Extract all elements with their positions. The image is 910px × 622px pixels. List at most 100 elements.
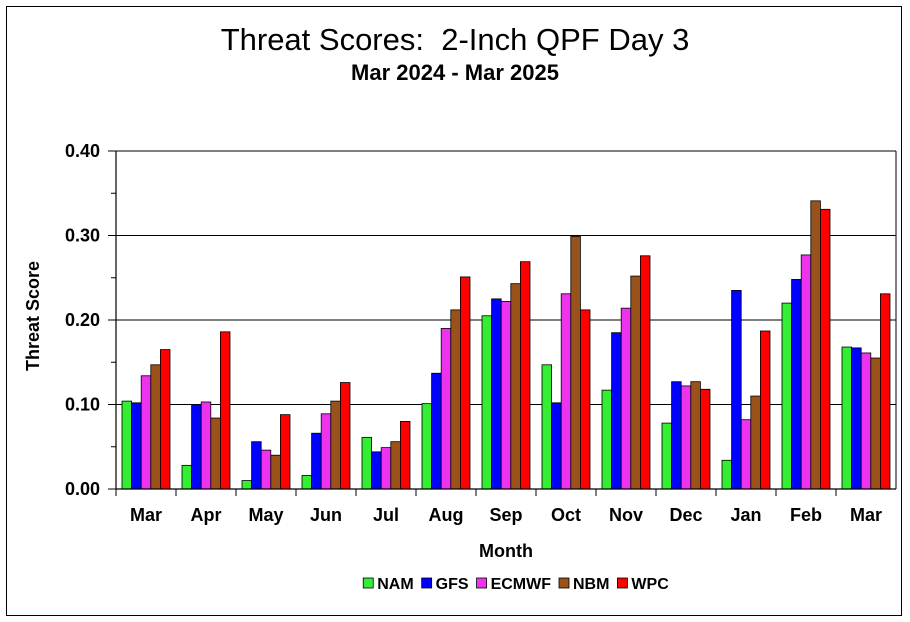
legend: NAM GFS ECMWF NBM WPC — [362, 576, 669, 593]
x-tick-label: Jun — [310, 505, 342, 525]
bar-nam — [241, 480, 253, 490]
x-tick-label: Mar — [850, 505, 882, 525]
bar-nbm — [870, 357, 881, 490]
x-tick-label: Mar — [130, 505, 162, 525]
bar-gfs — [731, 290, 742, 490]
legend-label: NBM — [573, 576, 609, 593]
legend-label: WPC — [631, 576, 669, 593]
bar-nbm — [390, 441, 401, 490]
bar-ecmwf — [620, 307, 632, 490]
bar-wpc — [279, 414, 291, 490]
bar-gfs — [551, 402, 562, 490]
bar-nam — [181, 464, 193, 490]
bar-nam — [601, 389, 613, 490]
bar-nbm — [270, 454, 281, 490]
bar-nbm — [810, 200, 821, 490]
x-tick-label: Jan — [730, 505, 761, 525]
bar-nam — [361, 437, 373, 490]
bar-ecmwf — [740, 419, 752, 490]
y-tick-label: 0.00 — [65, 479, 100, 499]
bar-nam — [121, 400, 133, 490]
y-tick-label: 0.10 — [65, 395, 100, 415]
bar-ecmwf — [140, 375, 152, 490]
bar-ecmwf — [440, 328, 452, 490]
legend-swatch-nbm — [558, 577, 570, 589]
x-tick-label: Sep — [489, 505, 522, 525]
bar-nam — [301, 475, 313, 490]
bar-gfs — [131, 402, 142, 490]
bar-ecmwf — [200, 401, 212, 490]
bar-gfs — [311, 432, 322, 490]
bar-nam — [781, 302, 793, 490]
bar-nbm — [150, 364, 161, 490]
bar-gfs — [851, 347, 862, 490]
bar-nbm — [630, 275, 641, 490]
chart-title: Threat Scores: 2-Inch QPF Day 3 — [220, 22, 690, 57]
bar-wpc — [580, 309, 591, 490]
bar-gfs — [671, 381, 682, 490]
y-tick-label: 0.30 — [65, 226, 100, 246]
legend-label: GFS — [436, 576, 469, 593]
bar-wpc — [520, 261, 531, 490]
bar-nam — [421, 403, 433, 490]
bar-nbm — [750, 395, 761, 490]
bar-wpc — [459, 276, 471, 490]
bars — [121, 200, 891, 490]
bar-ecmwf — [320, 413, 332, 490]
x-tick-label: Aug — [429, 505, 464, 525]
bar-nbm — [510, 283, 521, 490]
legend-swatch-wpc — [617, 577, 628, 589]
x-tick-label: Nov — [609, 505, 643, 525]
y-tick-label: 0.20 — [65, 310, 100, 330]
x-tick-label: Feb — [790, 505, 822, 525]
legend-label: ECMWF — [491, 576, 552, 593]
tick-labels: 0.00 0.10 0.20 0.30 0.40 Mar Apr May Jun Jul Aug Se… — [65, 141, 882, 525]
bar-nam — [661, 422, 673, 490]
bar-wpc — [399, 420, 411, 490]
x-tick-label: Oct — [551, 505, 581, 525]
bar-ecmwf — [500, 301, 512, 490]
legend-swatch-ecmwf — [476, 577, 487, 589]
bar-nbm — [210, 417, 221, 490]
bar-nam — [481, 315, 493, 490]
axes — [108, 150, 897, 496]
x-axis-title: Month — [479, 541, 533, 561]
bar-wpc — [219, 331, 231, 490]
bar-wpc — [880, 293, 891, 490]
bar-ecmwf — [560, 293, 572, 490]
bar-ecmwf — [680, 385, 692, 490]
bar-gfs — [611, 332, 622, 490]
bar-nam — [841, 346, 853, 490]
x-tick-label: Dec — [669, 505, 702, 525]
bar-nam — [721, 459, 733, 490]
legend-swatch-gfs — [421, 577, 433, 589]
chart-subtitle: Mar 2024 - Mar 2025 — [351, 60, 559, 85]
bar-ecmwf — [800, 254, 812, 490]
bar-gfs — [371, 451, 382, 490]
bar-nam — [541, 364, 553, 490]
bar-gfs — [491, 298, 502, 490]
bar-ecmwf — [860, 352, 872, 490]
bar-nbm — [450, 309, 461, 490]
bar-nbm — [570, 235, 581, 490]
bar-wpc — [339, 382, 351, 490]
bar-wpc — [159, 349, 171, 490]
y-tick-label: 0.40 — [65, 141, 100, 161]
bar-ecmwf — [260, 449, 272, 490]
bar-wpc — [760, 330, 771, 490]
bar-gfs — [191, 404, 202, 490]
y-axis-title: Threat Score — [23, 261, 43, 371]
legend-swatch-nam — [362, 577, 374, 589]
bar-nbm — [330, 400, 341, 490]
bar-nbm — [690, 381, 701, 490]
x-tick-label: Jul — [373, 505, 399, 525]
x-tick-label: Apr — [191, 505, 222, 525]
bar-gfs — [251, 441, 262, 490]
bar-wpc — [640, 255, 651, 490]
bar-wpc — [820, 208, 831, 490]
bar-wpc — [700, 388, 711, 490]
x-tick-label: May — [248, 505, 283, 525]
legend-label: NAM — [377, 576, 413, 593]
bar-gfs — [791, 279, 802, 490]
